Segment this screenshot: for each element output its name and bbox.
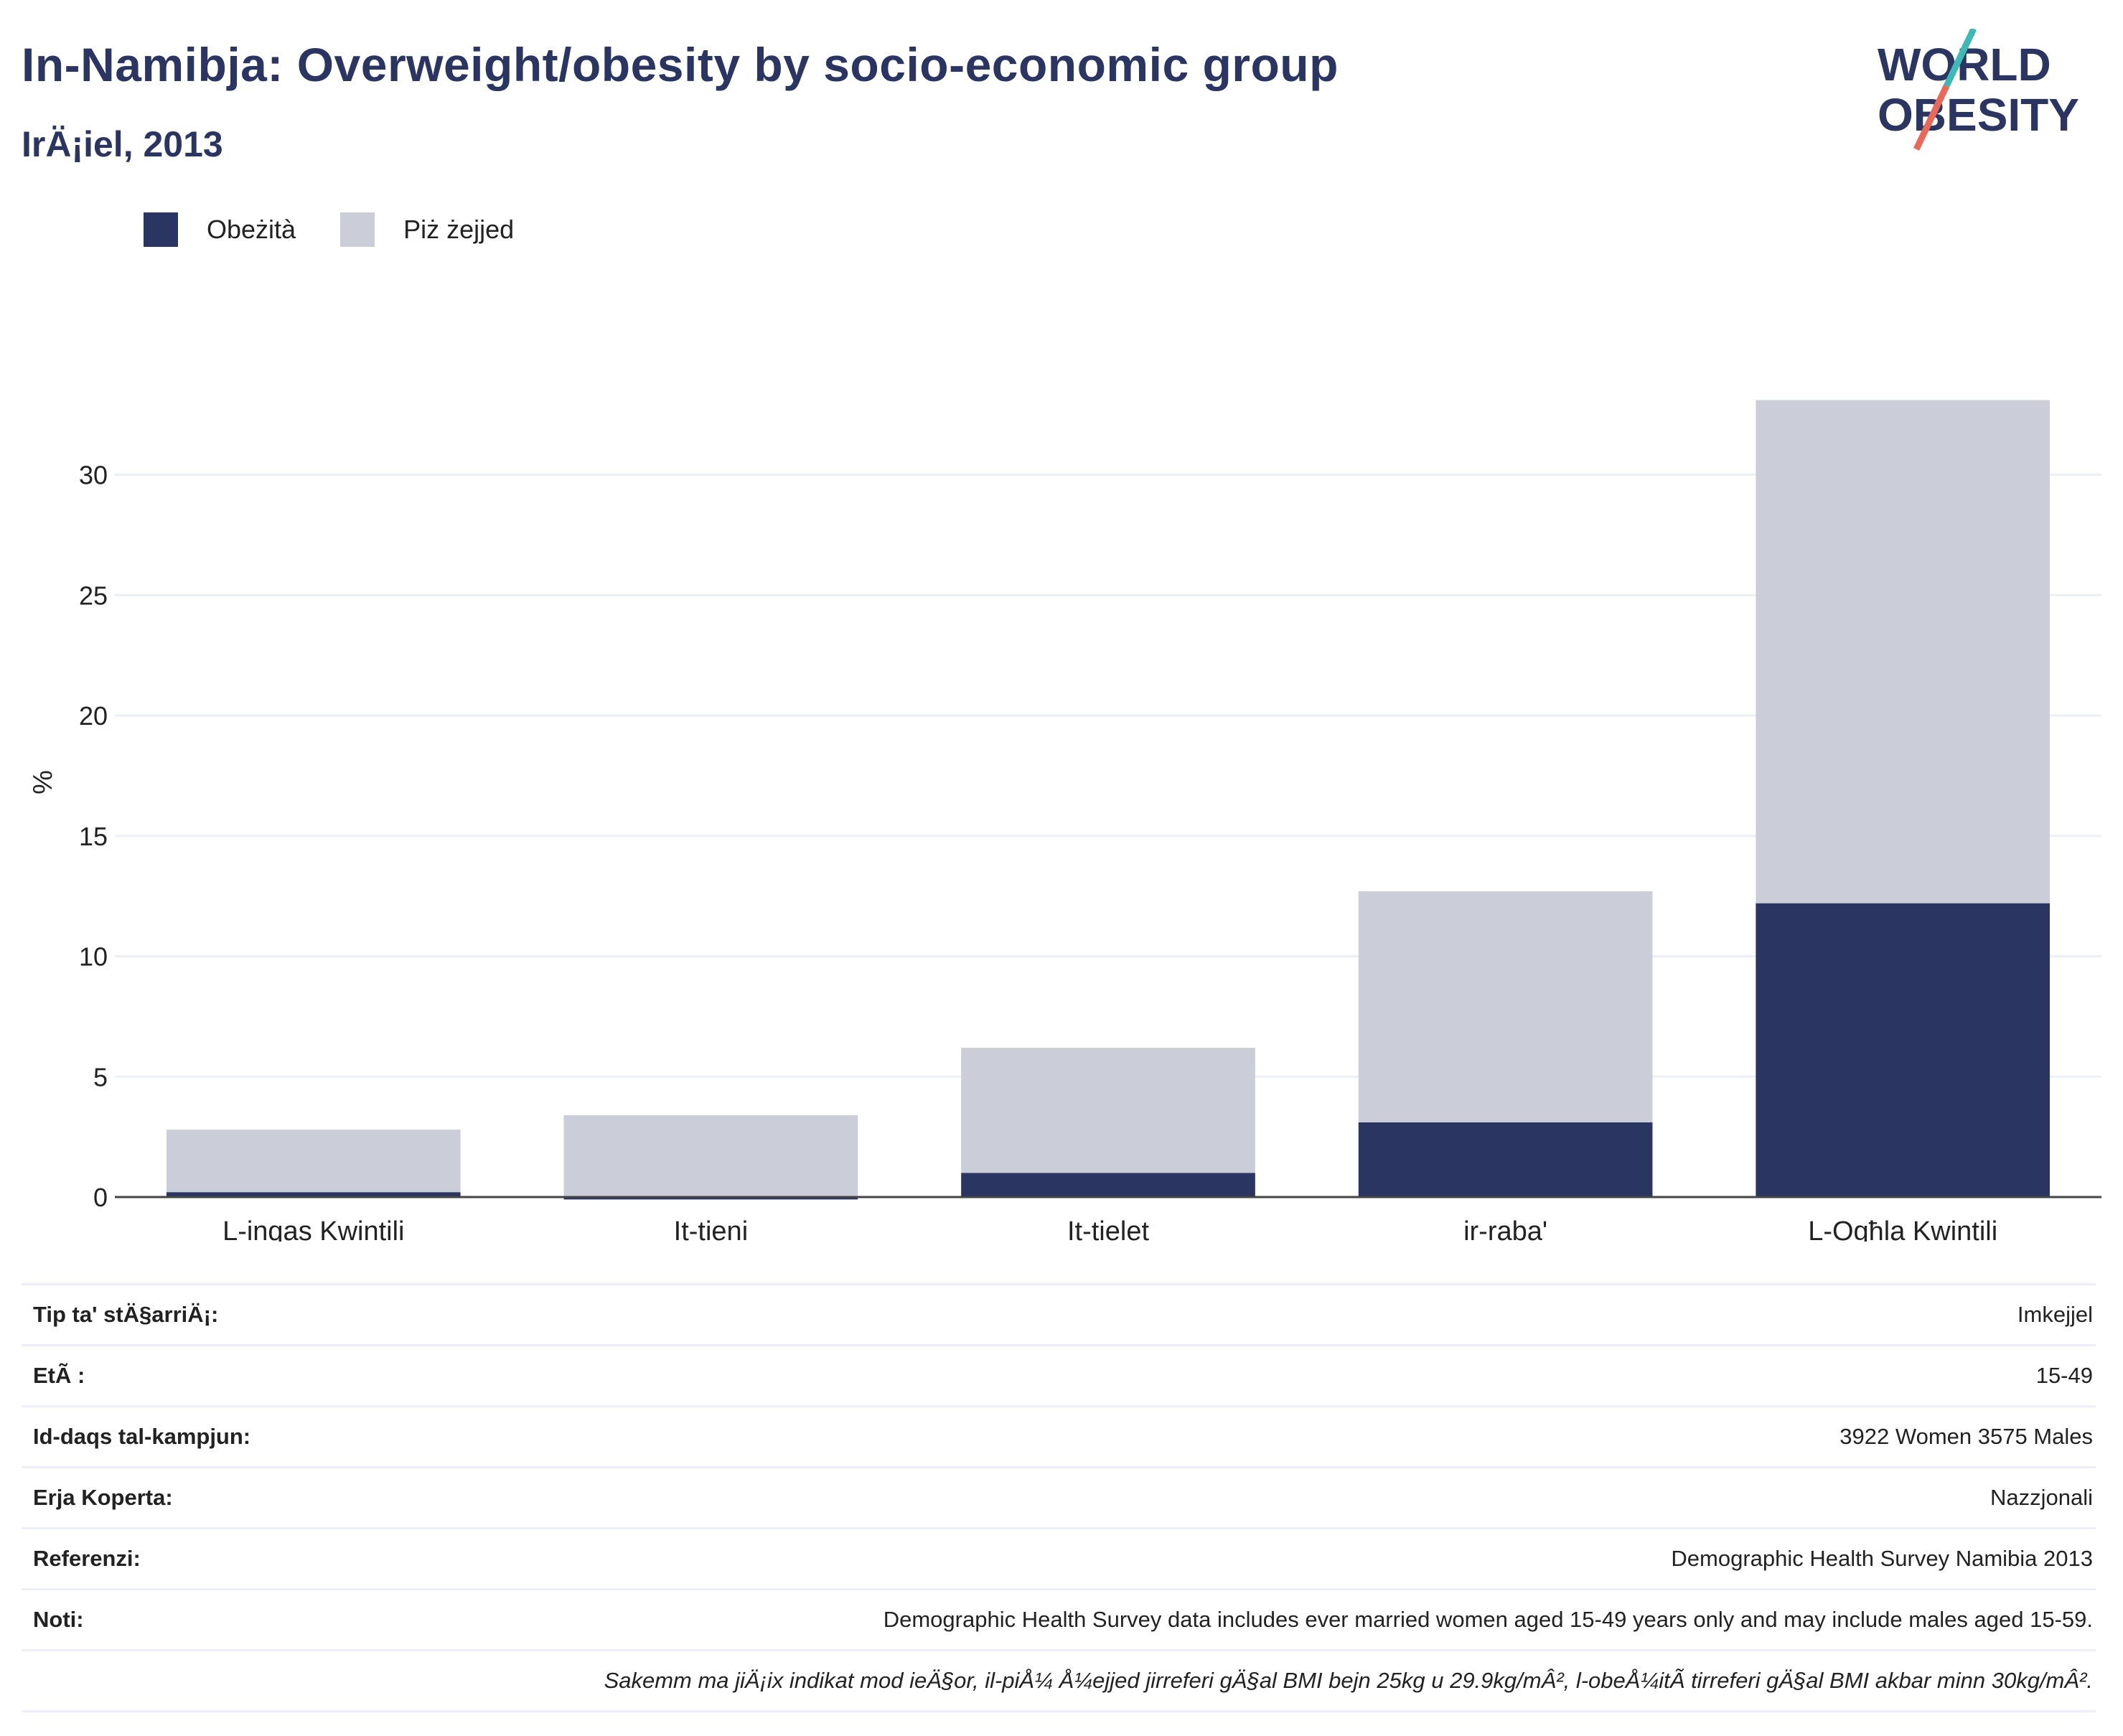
- info-row: Sakemm ma jiÄ¡ix indikat mod ieÄ§or, il-…: [22, 1649, 2096, 1712]
- chart-title: In-Namibja: Overweight/obesity by socio-…: [22, 38, 1339, 91]
- info-row-value: 3922 Women 3575 Males: [1840, 1424, 2093, 1449]
- info-row-label: Erja Koperta:: [33, 1485, 173, 1510]
- x-tick-label: L-inqas Kwintili: [222, 1216, 404, 1242]
- bar-overweight[interactable]: [961, 1047, 1255, 1173]
- info-row: Referenzi: Demographic Health Survey Nami…: [22, 1527, 2096, 1588]
- info-row-value: Imkejjel: [2017, 1302, 2093, 1327]
- logo-slash-coral: [1913, 85, 1950, 151]
- x-tick-label: It-tielet: [1067, 1216, 1149, 1242]
- bar-overweight[interactable]: [563, 1115, 858, 1197]
- logo-word-obesity: OBESITY: [1878, 89, 2079, 141]
- info-row-value: Demographic Health Survey Namibia 2013: [1671, 1546, 2093, 1571]
- legend-item-overweight[interactable]: Piż żejjed: [340, 212, 514, 247]
- chart-subtitle: IrÄ¡iel, 2013: [22, 124, 223, 164]
- y-tick-label: 5: [93, 1062, 108, 1092]
- info-row: Tip ta' stÄ§arriÄ¡: Imkejjel: [22, 1283, 2096, 1344]
- bar-overweight[interactable]: [1756, 400, 2051, 904]
- info-row-label: Noti:: [33, 1607, 84, 1632]
- x-tick-label: It-tieni: [674, 1216, 748, 1242]
- legend-swatch-overweight: [340, 212, 375, 247]
- info-row-value: Nazzjonali: [1990, 1485, 2093, 1510]
- info-row-value: Sakemm ma jiÄ¡ix indikat mod ieÄ§or, il-…: [604, 1668, 2093, 1693]
- info-table: Tip ta' stÄ§arriÄ¡: Imkejjel EtÃ : 15-49 Id-…: [22, 1283, 2096, 1712]
- chart-legend: Obeżità Piż żejjed: [144, 212, 558, 247]
- info-row: Noti: Demographic Health Survey data incl…: [22, 1588, 2096, 1649]
- legend-swatch-obese: [144, 212, 178, 247]
- info-row: Erja Koperta: Nazzjonali: [22, 1466, 2096, 1527]
- y-tick-label: 25: [79, 581, 108, 610]
- stacked-bar-chart: % 0 5 10 15 20 25 30 L-inqas Kwintili It-tieni I…: [28, 400, 2101, 1242]
- bar-overweight[interactable]: [1358, 891, 1653, 1122]
- info-row-label: EtÃ :: [33, 1363, 85, 1388]
- x-tick-label: ir-raba': [1463, 1216, 1547, 1242]
- bar-obese[interactable]: [563, 1197, 858, 1200]
- info-row-value: 15-49: [2035, 1363, 2093, 1388]
- world-obesity-logo: WORLD OBESITY: [1878, 29, 2079, 151]
- info-row-label: Tip ta' stÄ§arriÄ¡:: [33, 1302, 219, 1327]
- info-row-value: Demographic Health Survey data includes …: [883, 1607, 2093, 1632]
- bar-obese[interactable]: [1756, 903, 2051, 1197]
- bar-overweight[interactable]: [166, 1130, 461, 1193]
- y-tick-label: 30: [79, 461, 108, 490]
- legend-item-obese[interactable]: Obeżità: [144, 212, 296, 247]
- y-tick-label: 0: [93, 1183, 108, 1212]
- info-row: EtÃ : 15-49: [22, 1344, 2096, 1405]
- bar-obese[interactable]: [166, 1192, 461, 1197]
- x-tick-labels: L-inqas Kwintili It-tieni It-tielet ir-raba…: [222, 1216, 1997, 1242]
- info-row: Id-daqs tal-kampjun: 3922 Women 3575 Male…: [22, 1405, 2096, 1466]
- y-tick-labels: 0 5 10 15 20 25 30: [79, 461, 108, 1213]
- y-tick-label: 10: [79, 942, 108, 972]
- y-tick-label: 20: [79, 701, 108, 731]
- info-row-label: Referenzi:: [33, 1546, 141, 1571]
- bar-obese[interactable]: [961, 1173, 1255, 1197]
- logo-slash-teal: [1943, 29, 1977, 88]
- info-row-label: Id-daqs tal-kampjun:: [33, 1424, 251, 1449]
- y-tick-label: 15: [79, 822, 108, 851]
- legend-label-overweight: Piż żejjed: [403, 215, 515, 244]
- x-tick-label: L-Ogħla Kwintili: [1808, 1216, 1997, 1242]
- bar-obese[interactable]: [1358, 1122, 1653, 1197]
- y-axis-label: %: [28, 770, 58, 794]
- bars: [166, 400, 2051, 1200]
- legend-label-obese: Obeżità: [207, 215, 296, 244]
